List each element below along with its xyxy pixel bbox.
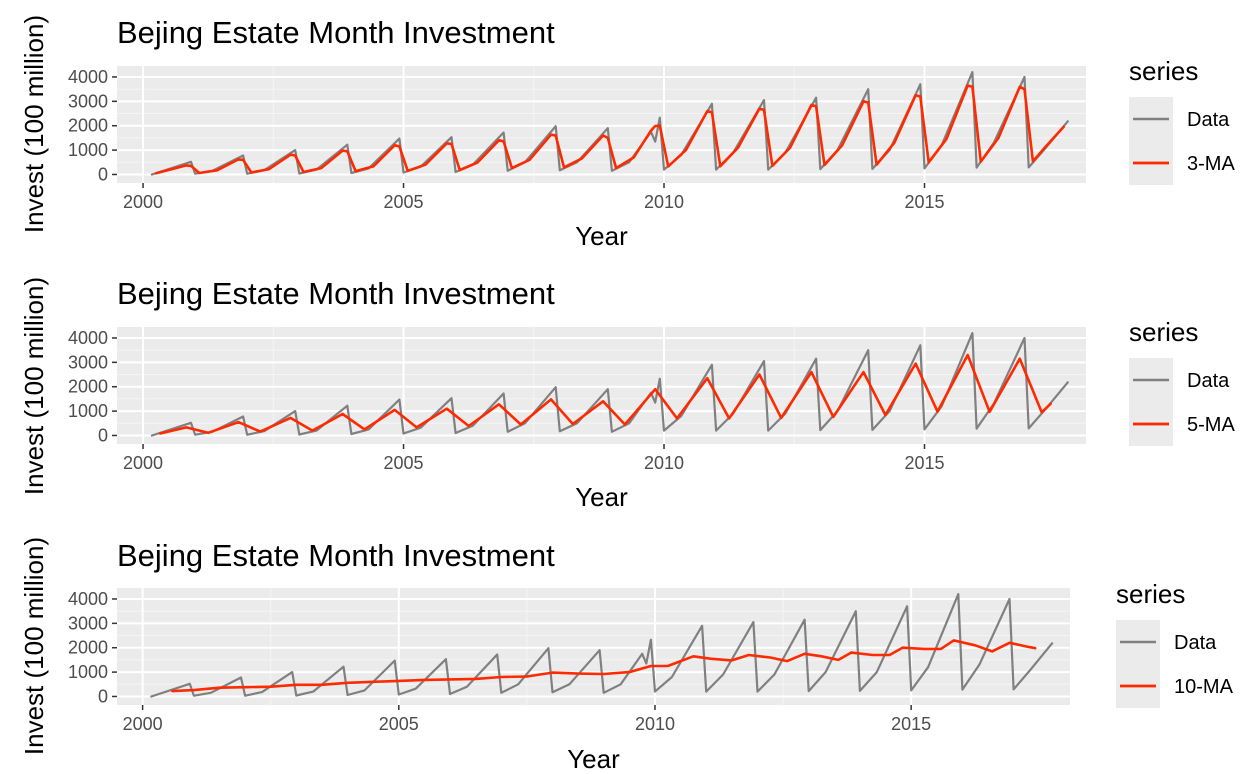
y-tick-label: 1000 xyxy=(68,662,108,682)
x-tick-label: 2005 xyxy=(384,192,424,212)
legend: series Data 3-MA xyxy=(1129,56,1235,185)
x-tick-label: 2000 xyxy=(123,453,163,473)
series-line-10-ma xyxy=(171,639,1037,693)
series-line-5-ma xyxy=(158,353,1052,435)
series-line-3-ma xyxy=(154,84,1065,175)
x-axis-label: Year xyxy=(575,482,628,512)
x-tick-label: 2000 xyxy=(123,192,163,212)
legend-label: 3-MA xyxy=(1187,153,1235,175)
y-tick-label: 4000 xyxy=(68,589,108,609)
y-tick-label: 0 xyxy=(98,686,108,706)
y-tick-label: 1000 xyxy=(68,140,108,160)
x-tick-label: 2010 xyxy=(635,714,675,734)
y-tick-label: 4000 xyxy=(68,328,108,348)
y-axis-label: Invest (100 million) xyxy=(19,15,49,233)
legend-label: 5-MA xyxy=(1187,414,1235,436)
x-tick-label: 2010 xyxy=(644,453,684,473)
y-tick-label: 2000 xyxy=(68,638,108,658)
y-axis-label: Invest (100 million) xyxy=(19,277,49,495)
x-tick-label: 2010 xyxy=(644,192,684,212)
legend-title: series xyxy=(1116,579,1185,609)
x-tick-label: 2000 xyxy=(123,714,163,734)
y-tick-label: 2000 xyxy=(68,377,108,397)
y-tick-label: 4000 xyxy=(68,67,108,87)
series-line-data xyxy=(150,332,1069,437)
panel-background xyxy=(117,66,1086,183)
legend-label: Data xyxy=(1174,632,1217,654)
y-tick-label: 3000 xyxy=(68,613,108,633)
y-tick-label: 3000 xyxy=(68,352,108,372)
x-axis-label: Year xyxy=(567,744,620,774)
y-tick-label: 3000 xyxy=(68,91,108,111)
x-tick-label: 2005 xyxy=(379,714,419,734)
panel-background xyxy=(117,327,1086,444)
x-tick-label: 2015 xyxy=(891,714,931,734)
legend-title: series xyxy=(1129,317,1198,347)
y-tick-label: 0 xyxy=(98,164,108,184)
legend-title: series xyxy=(1129,56,1198,86)
y-tick-label: 1000 xyxy=(68,401,108,421)
y-axis-label: Invest (100 million) xyxy=(19,537,49,755)
x-tick-label: 2015 xyxy=(904,192,944,212)
chart-title: Bejing Estate Month Investment xyxy=(117,15,555,50)
y-tick-label: 2000 xyxy=(68,116,108,136)
chart-title: Bejing Estate Month Investment xyxy=(117,538,555,573)
legend-label: 10-MA xyxy=(1174,676,1234,698)
legend-label: Data xyxy=(1187,370,1230,392)
y-tick-label: 0 xyxy=(98,425,108,445)
legend: series Data 5-MA xyxy=(1129,317,1235,446)
series-line-data xyxy=(150,593,1054,698)
x-axis-label: Year xyxy=(575,221,628,251)
legend-label: Data xyxy=(1187,109,1230,131)
chart-panel-1: 0 1000 2000 3000 4000 2000 2005 2010 2015 Bejing … xyxy=(19,15,1235,251)
chart-title: Bejing Estate Month Investment xyxy=(117,276,555,311)
x-tick-label: 2005 xyxy=(384,453,424,473)
chart-panel-2: 0 1000 2000 3000 4000 2000 2005 2010 2015 Bejing … xyxy=(19,276,1235,512)
legend: series Data 10-MA xyxy=(1116,579,1234,708)
chart-panel-3: 0 1000 2000 3000 4000 2000 2005 2010 2015 Bejing … xyxy=(19,537,1234,774)
x-tick-label: 2015 xyxy=(904,453,944,473)
